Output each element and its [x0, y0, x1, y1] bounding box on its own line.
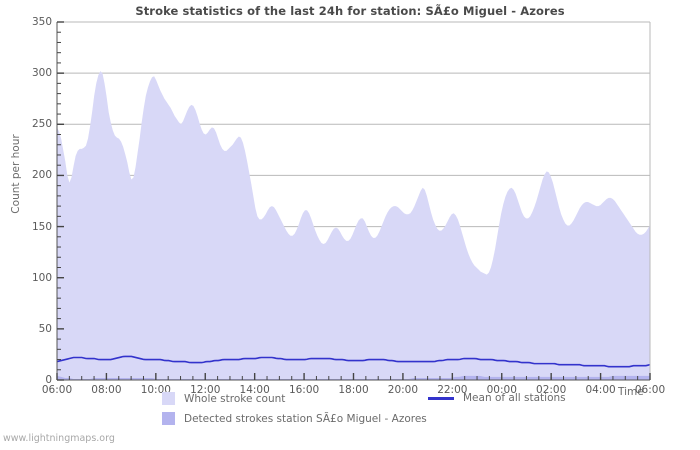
x-tick-label: 00:00	[486, 384, 517, 396]
legend-label-detected-strokes: Detected strokes station SÃ£o Miguel - A…	[184, 412, 427, 425]
legend-item-whole-stroke-count[interactable]: Whole stroke count	[162, 392, 285, 405]
area-whole-stroke-count	[57, 71, 650, 380]
x-tick-label: 18:00	[338, 384, 369, 396]
y-tick-label: 150	[31, 220, 52, 233]
legend-label-whole-stroke-count: Whole stroke count	[184, 392, 286, 405]
watermark: www.lightningmaps.org	[3, 433, 115, 444]
y-axis-tick-labels: 350 300 250 200 150 100 50 0	[0, 0, 52, 450]
chart-legend: Whole stroke count Mean of all stations …	[0, 392, 700, 432]
x-tick-label: 08:00	[91, 384, 122, 396]
y-tick-label: 200	[31, 169, 52, 182]
y-tick-label: 0	[45, 374, 52, 386]
legend-swatch-detected-strokes	[162, 412, 175, 425]
x-tick-label: 20:00	[387, 384, 419, 396]
line-mean-of-all-stations	[56, 355, 651, 368]
legend-item-mean-of-all-stations[interactable]: Mean of all stations	[428, 392, 566, 404]
y-tick-label: 100	[31, 271, 52, 284]
x-tick-label: 02:00	[536, 384, 567, 396]
x-tick-label: 06:00	[634, 384, 666, 396]
y-tick-label: 50	[38, 322, 52, 335]
y-tick-label: 350	[31, 16, 52, 28]
legend-line-mean-of-all-stations	[428, 396, 454, 400]
x-tick-label: 16:00	[288, 384, 320, 396]
legend-swatch-whole-stroke-count	[162, 392, 175, 405]
x-tick-label: 22:00	[437, 384, 468, 396]
x-tick-label: 14:00	[239, 384, 270, 396]
x-tick-label: 12:00	[190, 384, 221, 396]
x-axis-label: Time	[618, 386, 644, 398]
y-tick-label: 250	[31, 118, 52, 131]
y-tick-label: 300	[31, 67, 52, 80]
legend-item-detected-strokes[interactable]: Detected strokes station SÃ£o Miguel - A…	[162, 412, 427, 425]
x-tick-label: 06:00	[41, 384, 73, 396]
chart-title: Stroke statistics of the last 24h for st…	[135, 4, 565, 18]
legend-label-mean-of-all-stations: Mean of all stations	[463, 392, 566, 404]
x-tick-label: 04:00	[585, 384, 616, 396]
